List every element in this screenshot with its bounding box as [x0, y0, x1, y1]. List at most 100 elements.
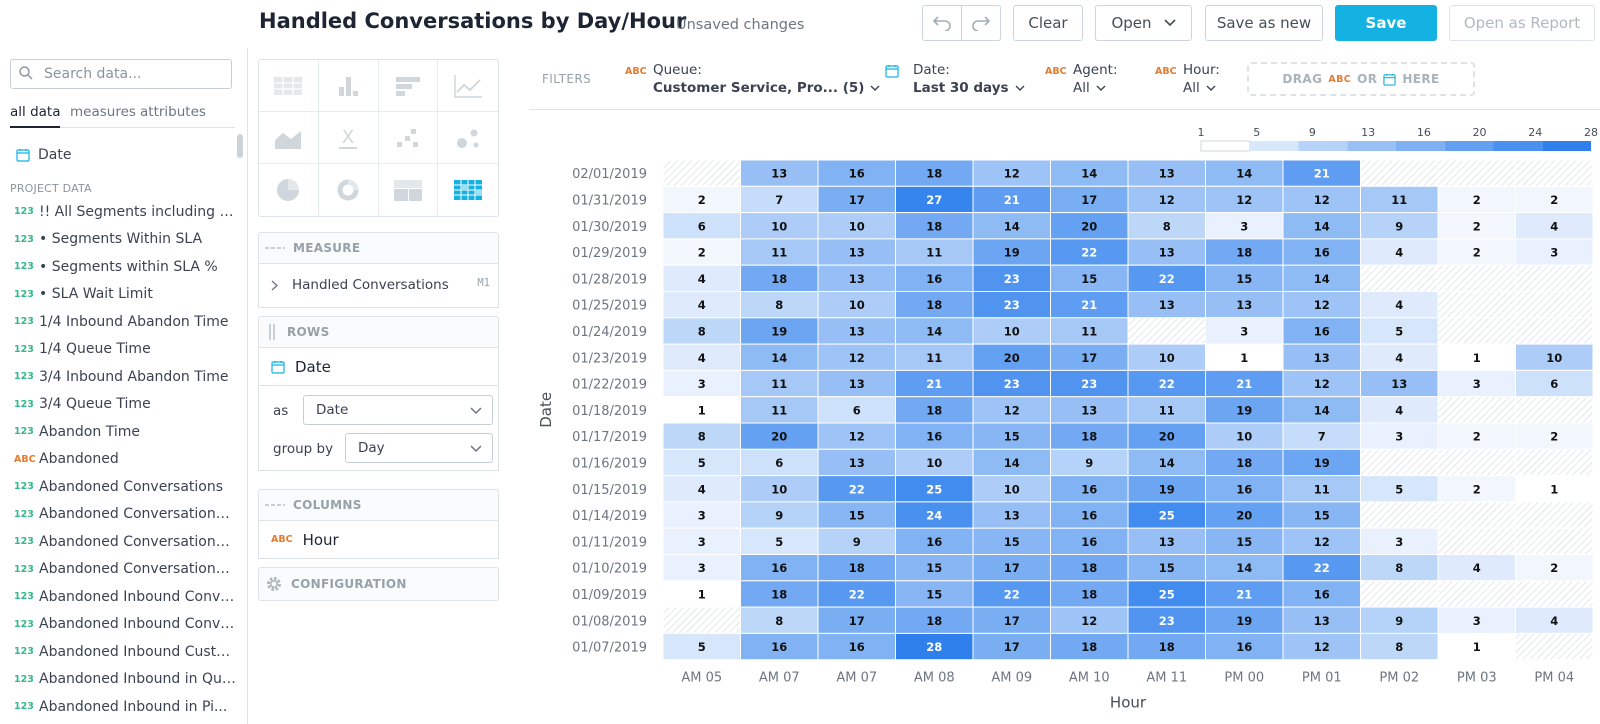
- catalog-scrollbar[interactable]: [237, 134, 243, 158]
- heatmap-cell: [1127, 185, 1206, 214]
- filter-date[interactable]: Date: Last 30 days: [885, 62, 1025, 102]
- viz-treemap[interactable]: [379, 164, 439, 216]
- catalog-item[interactable]: 123 Abandoned Conversations %: [14, 501, 236, 529]
- group-by-select[interactable]: Day: [345, 433, 493, 463]
- heatmap-cell: [1360, 238, 1439, 266]
- catalog-item[interactable]: 123 Abandoned Conversations: [14, 473, 236, 501]
- heatmap-cell-label: 14: [1004, 219, 1020, 233]
- heatmap-cell: [740, 238, 819, 266]
- heatmap-cell-label: 11: [771, 403, 787, 417]
- heatmap-cell: [1282, 317, 1361, 345]
- heatmap-cell-label: 19: [771, 324, 787, 338]
- catalog-item[interactable]: 123 Abandoned Inbound in Pi...: [14, 693, 236, 721]
- date-dimension-select[interactable]: Date: [303, 395, 493, 425]
- redo-button[interactable]: [961, 5, 1001, 41]
- heatmap-cell: [740, 632, 819, 661]
- columns-item-hour[interactable]: ABC Hour: [259, 521, 339, 558]
- heatmap-cell: [740, 501, 819, 529]
- viz-line[interactable]: [438, 60, 498, 112]
- heatmap-cell: [895, 475, 974, 503]
- viz-scatter[interactable]: [378, 112, 439, 164]
- undo-button[interactable]: [922, 5, 962, 41]
- catalog-item[interactable]: 123 Abandoned Inbound Custom...: [14, 638, 236, 666]
- heatmap-cell-label: 22: [1314, 561, 1330, 575]
- filter-agent-title: Agent:: [1073, 62, 1118, 78]
- columns-bucket-label: COLUMNS: [293, 498, 362, 512]
- catalog-item[interactable]: 123 Abandoned Conversations in...: [14, 528, 236, 556]
- tab-all-data[interactable]: all data: [10, 104, 61, 128]
- catalog-item[interactable]: 123 • Segments within SLA %: [14, 253, 236, 281]
- heatmap-cell-label: 13: [849, 456, 865, 470]
- columns-dashes-icon: [265, 504, 285, 506]
- heatmap-cell: [1050, 369, 1129, 398]
- measure-item[interactable]: Handled Conversations: [271, 277, 449, 293]
- catalog-item[interactable]: 123 Abandoned Inbound Convers...: [14, 583, 236, 611]
- viz-donut[interactable]: [319, 164, 379, 216]
- catalog-item[interactable]: 123 3/4 Inbound Abandon Time: [14, 363, 236, 391]
- viz-headline[interactable]: X: [318, 112, 379, 164]
- save-as-new-button[interactable]: Save as new: [1205, 5, 1323, 41]
- open-as-report-button[interactable]: Open as Report: [1449, 5, 1595, 41]
- viz-table[interactable]: [259, 60, 319, 112]
- filter-date-title: Date:: [913, 62, 950, 78]
- tab-attributes[interactable]: attributes: [140, 104, 206, 120]
- catalog-item[interactable]: ABC Abandoned: [14, 446, 236, 474]
- catalog-item[interactable]: 123 Abandon Time: [14, 418, 236, 446]
- heatmap-cell: [1515, 580, 1594, 608]
- heatmap-cell: [1515, 527, 1594, 556]
- configuration-section[interactable]: CONFIGURATION: [258, 567, 499, 601]
- open-dropdown-button[interactable]: Open: [1095, 5, 1192, 41]
- filter-queue[interactable]: ABC Queue: Customer Service, Pro... (5): [625, 62, 880, 102]
- viz-bubble[interactable]: [438, 112, 498, 164]
- filter-queue-value-row: Customer Service, Pro... (5): [653, 80, 880, 96]
- catalog-item[interactable]: 123 • Segments Within SLA: [14, 226, 236, 254]
- catalog-item[interactable]: 123 Abandoned Inbound Convers...: [14, 611, 236, 639]
- insight-title[interactable]: Handled Conversations by Day/Hour: [259, 9, 687, 33]
- viz-column[interactable]: [318, 60, 379, 112]
- catalog-item[interactable]: 123 1/4 Queue Time: [14, 336, 236, 364]
- catalog-item[interactable]: 123 Abandoned Conversations in...: [14, 556, 236, 584]
- viz-area[interactable]: [259, 112, 319, 164]
- heatmap-cell-label: 18: [1081, 587, 1097, 601]
- x-tick-label: AM 07: [759, 671, 800, 686]
- heatmap-cell: [895, 580, 974, 608]
- catalog-item[interactable]: 123 !! All Segments including Virtual: [14, 198, 236, 226]
- heatmap-cell-label: 11: [1081, 324, 1097, 338]
- catalog-item[interactable]: 123 Abandoned Inbound in Queue: [14, 666, 236, 694]
- catalog-item-date[interactable]: Date: [16, 145, 71, 165]
- heatmap-cell-label: 15: [1314, 509, 1330, 523]
- heatmap-cell-label: 2: [1550, 430, 1558, 444]
- heatmap-cell-label: 8: [1395, 640, 1403, 654]
- heatmap-cell: [1205, 632, 1284, 661]
- save-button[interactable]: Save: [1335, 5, 1437, 41]
- open-button-label: Open: [1111, 14, 1152, 32]
- viz-heatmap[interactable]: [438, 164, 498, 216]
- heatmap-cell-label: 8: [775, 614, 783, 628]
- heatmap-cell-label: 12: [1314, 377, 1330, 391]
- fact-type-icon: 123: [14, 563, 34, 575]
- catalog-tabs: all data measures attributes: [10, 104, 235, 128]
- heatmap-cell: [1050, 632, 1129, 661]
- heatmap-cell: [662, 475, 741, 503]
- heatmap-cell-label: 2: [1473, 246, 1481, 260]
- catalog-item[interactable]: 123 1/4 Inbound Abandon Time: [14, 308, 236, 336]
- fact-type-icon: 123: [14, 206, 34, 218]
- y-tick-label: 01/28/2019: [572, 272, 647, 287]
- heatmap-cell-label: 8: [1395, 561, 1403, 575]
- heatmap-cell: [1515, 396, 1594, 424]
- rows-item-date[interactable]: Date: [259, 348, 498, 386]
- bucket-panel: X MEASURE Handled Conversations M1 ROWS: [250, 48, 518, 724]
- legend-swatch: [1493, 141, 1543, 151]
- catalog-item[interactable]: 123 3/4 Queue Time: [14, 391, 236, 419]
- filter-agent[interactable]: ABC Agent: All: [1045, 62, 1135, 102]
- viz-bar[interactable]: [378, 60, 439, 112]
- measure-dashes-icon: [265, 247, 285, 249]
- tab-measures[interactable]: measures: [70, 104, 136, 120]
- search-input[interactable]: [44, 65, 224, 83]
- clear-button[interactable]: Clear: [1013, 5, 1083, 41]
- catalog-item[interactable]: 123 • SLA Wait Limit: [14, 281, 236, 309]
- filter-hour[interactable]: ABC Hour: All: [1155, 62, 1245, 102]
- catalog-search[interactable]: [10, 59, 232, 89]
- filter-drop-zone[interactable]: DRAG ABC OR HERE: [1247, 62, 1475, 96]
- viz-pie[interactable]: [259, 164, 319, 216]
